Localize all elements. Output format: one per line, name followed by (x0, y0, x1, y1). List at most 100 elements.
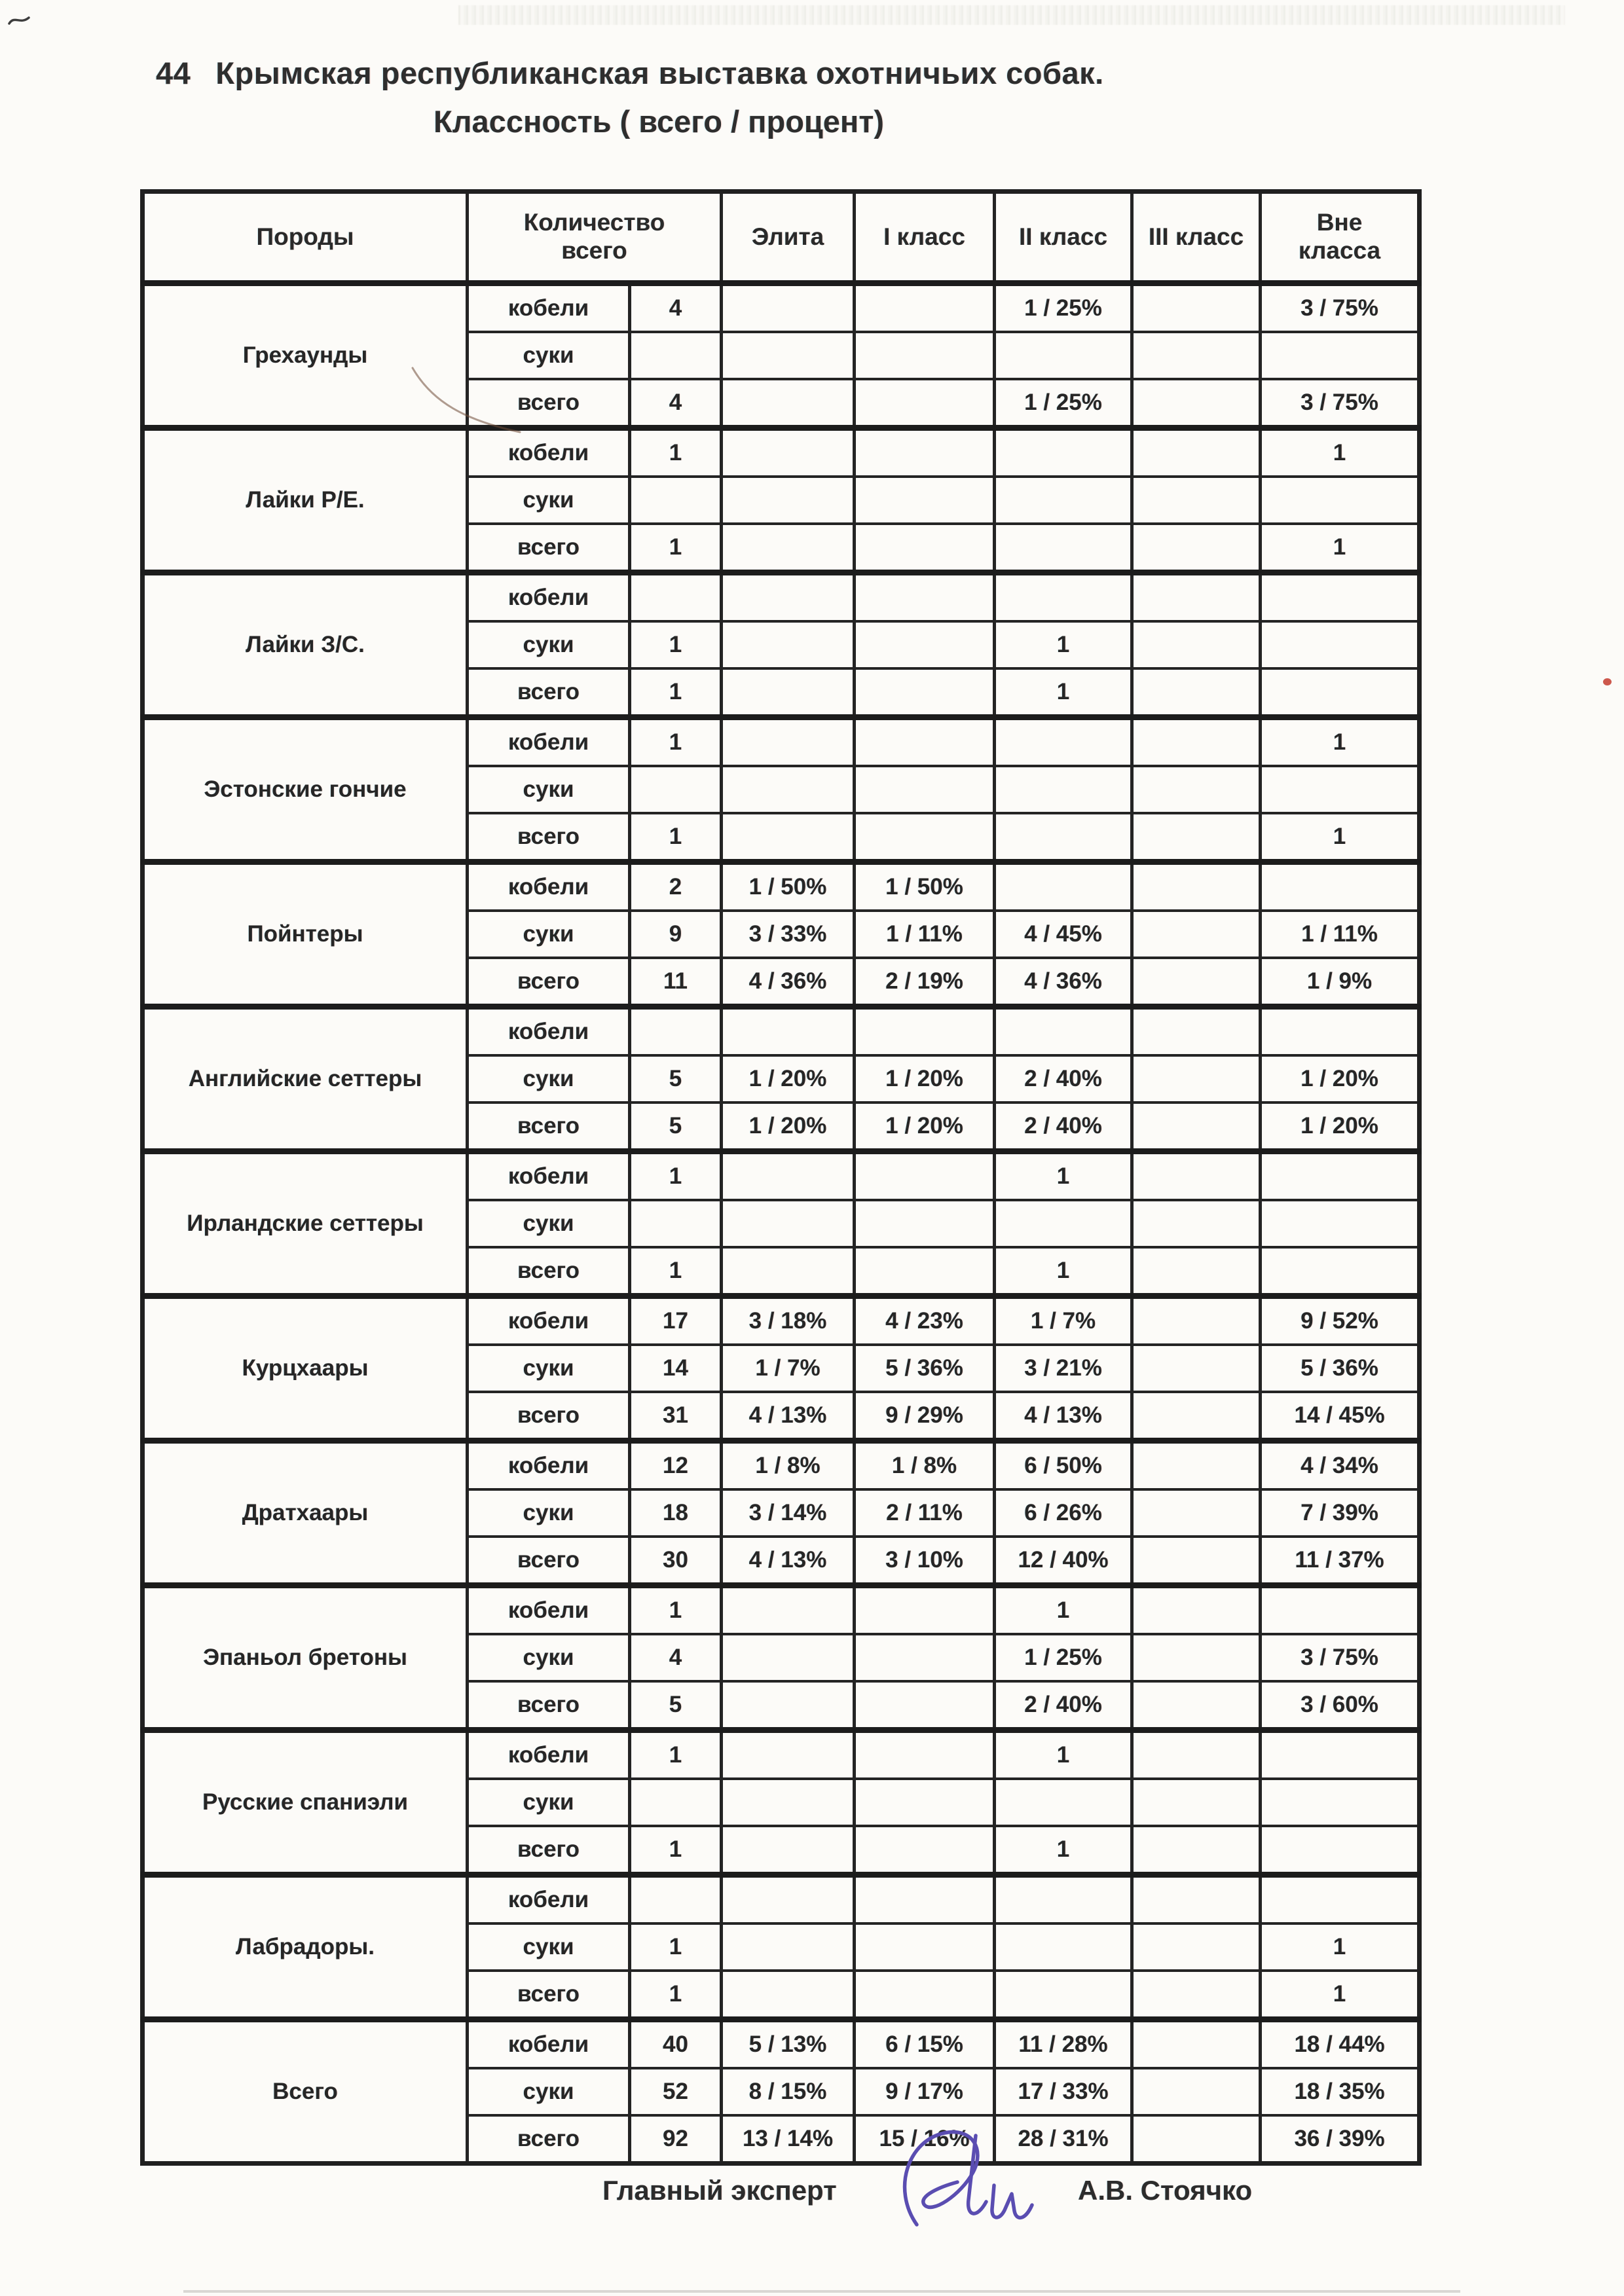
count-cell: 4 (627, 280, 724, 333)
class3-cell (1130, 1101, 1263, 1153)
class3-cell (1130, 1246, 1263, 1298)
breed-cell: Грехаунды (141, 280, 469, 429)
class3-cell (1130, 1872, 1263, 1925)
elite-cell: 3 / 33% (720, 909, 857, 959)
signature-scribble (902, 2130, 1034, 2227)
count-cell: 1 (627, 1148, 724, 1201)
count-cell (627, 1199, 724, 1248)
exhibition-title: Крымская республиканская выставка охотни… (215, 56, 1104, 90)
breed-cell: Всего (141, 2016, 469, 2165)
class2-cell: 12 / 40% (993, 1535, 1134, 1587)
elite-cell (720, 620, 857, 670)
breed-cell: Эстонские гончие (141, 714, 469, 864)
class1-cell (853, 331, 997, 380)
table-row: суки 4 1 / 25% 3 / 75% (143, 1633, 1422, 1683)
outclass-cell (1259, 1777, 1422, 1827)
count-cell (627, 331, 724, 380)
count-cell: 1 (627, 1969, 724, 2021)
class1-cell: 1 / 8% (853, 1438, 997, 1491)
row-type-cell: суки (466, 1054, 631, 1104)
outclass-cell (1259, 620, 1422, 670)
row-type-cell: всего (466, 1101, 631, 1153)
class1-cell (853, 522, 997, 574)
row-type-cell: всего (466, 1391, 631, 1442)
table-row: суки 14 1 / 7% 5 / 36% 3 / 21% 5 / 36% (143, 1343, 1422, 1393)
elite-cell: 8 / 15% (720, 2067, 857, 2117)
class3-cell (1130, 1969, 1263, 2021)
outclass-cell (1259, 475, 1422, 525)
outclass-cell: 1 (1259, 812, 1422, 864)
row-type-cell: суки (466, 1777, 631, 1827)
class2-cell (993, 1199, 1134, 1248)
outclass-cell (1259, 765, 1422, 814)
elite-cell (720, 1727, 857, 1780)
class1-cell (853, 378, 997, 429)
outclass-cell: 3 / 75% (1259, 280, 1422, 333)
count-cell: 1 (627, 1582, 724, 1635)
table-row: всего 31 4 / 13% 9 / 29% 4 / 13% 14 / 45% (143, 1391, 1422, 1442)
elite-cell (720, 522, 857, 574)
outclass-cell: 11 / 37% (1259, 1535, 1422, 1587)
outclass-cell: 3 / 75% (1259, 378, 1422, 429)
class2-cell: 2 / 40% (993, 1054, 1134, 1104)
class1-cell: 1 / 20% (853, 1054, 997, 1104)
row-type-cell: кобели (466, 1727, 631, 1780)
header-class-2: II класс (993, 190, 1134, 286)
table-row: суки (143, 331, 1422, 380)
row-type-cell: всего (466, 1825, 631, 1876)
class1-cell (853, 1777, 997, 1827)
class2-cell: 1 (993, 1246, 1134, 1298)
outclass-cell: 1 / 11% (1259, 909, 1422, 959)
class1-cell (853, 1633, 997, 1683)
class3-cell (1130, 378, 1263, 429)
class2-cell: 6 / 26% (993, 1488, 1134, 1538)
table-row: суки 52 8 / 15% 9 / 17% 17 / 33% 18 / 35% (143, 2067, 1422, 2117)
count-cell: 14 (627, 1343, 724, 1393)
row-type-cell: кобели (466, 1438, 631, 1491)
class3-cell (1130, 1777, 1263, 1827)
footer-signer-name: А.В. Стоячко (1078, 2175, 1253, 2206)
row-type-cell: кобели (466, 1872, 631, 1925)
count-cell (627, 1872, 724, 1925)
class1-cell: 1 / 20% (853, 1101, 997, 1153)
class3-cell (1130, 425, 1263, 478)
class2-cell (993, 812, 1134, 864)
class3-cell (1130, 1004, 1263, 1057)
breed-cell: Эпаньол бретоны (141, 1582, 469, 1732)
table-row: суки (143, 475, 1422, 525)
class2-cell (993, 1872, 1134, 1925)
count-cell (627, 765, 724, 814)
class2-cell (993, 859, 1134, 912)
row-type-cell: суки (466, 1633, 631, 1683)
breed-cell: Курцхаары (141, 1293, 469, 1442)
count-cell: 1 (627, 1727, 724, 1780)
class2-cell: 4 / 13% (993, 1391, 1134, 1442)
class3-cell (1130, 714, 1263, 767)
class2-cell: 1 (993, 620, 1134, 670)
row-type-cell: кобели (466, 425, 631, 478)
class3-cell (1130, 331, 1263, 380)
row-type-cell: всего (466, 667, 631, 719)
class3-cell (1130, 1633, 1263, 1683)
class3-cell (1130, 570, 1263, 623)
class3-cell (1130, 1199, 1263, 1248)
class1-cell (853, 1680, 997, 1732)
elite-cell (720, 475, 857, 525)
class2-cell: 3 / 21% (993, 1343, 1134, 1393)
class1-cell: 1 / 11% (853, 909, 997, 959)
class1-cell (853, 475, 997, 525)
class3-cell (1130, 1293, 1263, 1346)
table-row: всего 1 1 (143, 1969, 1422, 2021)
row-type-cell: всего (466, 378, 631, 429)
count-cell (627, 1777, 724, 1827)
elite-cell (720, 1148, 857, 1201)
outclass-cell: 1 (1259, 522, 1422, 574)
elite-cell (720, 812, 857, 864)
breed-cell: Пойнтеры (141, 859, 469, 1008)
count-cell (627, 475, 724, 525)
class2-cell: 1 (993, 1148, 1134, 1201)
elite-cell (720, 1633, 857, 1683)
class1-cell: 2 / 19% (853, 957, 997, 1008)
count-cell: 5 (627, 1054, 724, 1104)
